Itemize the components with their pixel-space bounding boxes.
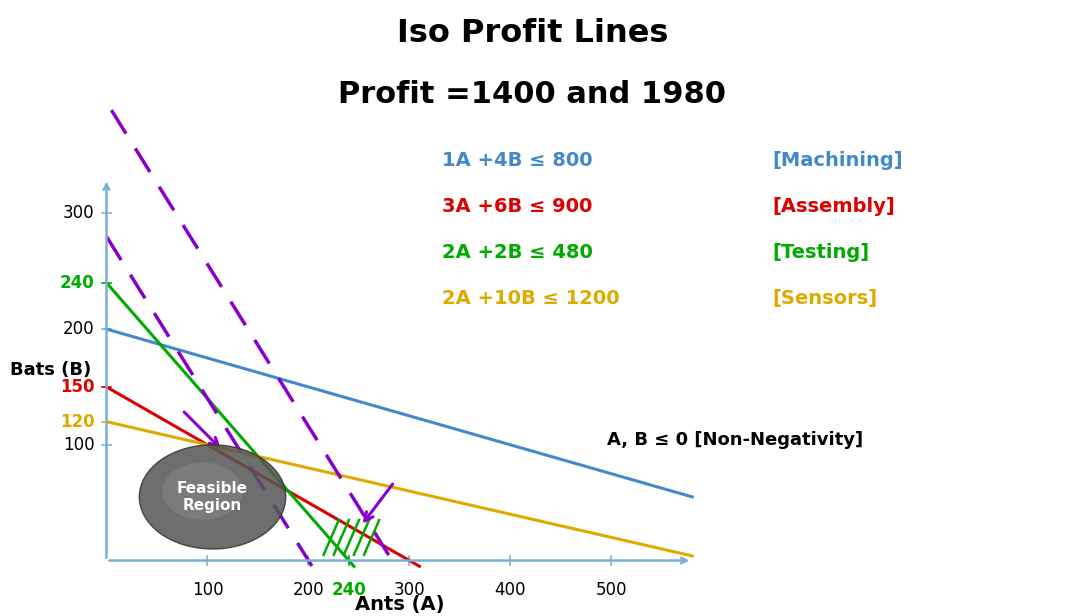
Text: 300: 300 [63,205,95,222]
Text: Iso Profit Lines: Iso Profit Lines [397,18,668,49]
Text: [Assembly]: [Assembly] [772,197,895,216]
Text: 1A +4B ≤ 800: 1A +4B ≤ 800 [442,151,592,169]
Text: Profit =1400 and 1980: Profit =1400 and 1980 [339,80,726,109]
Text: 500: 500 [595,582,627,599]
Text: 400: 400 [495,582,526,599]
Ellipse shape [162,463,243,520]
Text: 240: 240 [60,274,95,292]
Text: Feasible
Region: Feasible Region [177,480,248,513]
Text: 120: 120 [60,413,95,431]
Text: A, B ≤ 0 [Non-Negativity]: A, B ≤ 0 [Non-Negativity] [607,431,863,450]
Text: 150: 150 [60,378,95,396]
Text: 100: 100 [192,582,224,599]
Text: 3A +6B ≤ 900: 3A +6B ≤ 900 [442,197,592,216]
Text: [Machining]: [Machining] [772,151,903,169]
Text: 240: 240 [331,582,366,599]
Text: [Sensors]: [Sensors] [772,290,878,308]
Ellipse shape [140,445,285,549]
Text: Ants (A): Ants (A) [355,595,444,614]
Text: Bats (B): Bats (B) [11,360,92,379]
Text: 300: 300 [394,582,425,599]
Text: 2A +10B ≤ 1200: 2A +10B ≤ 1200 [442,290,620,308]
Text: 200: 200 [293,582,325,599]
Text: 100: 100 [63,436,95,454]
Text: 200: 200 [63,320,95,338]
Text: [Testing]: [Testing] [772,243,869,262]
Text: 2A +2B ≤ 480: 2A +2B ≤ 480 [442,243,593,262]
